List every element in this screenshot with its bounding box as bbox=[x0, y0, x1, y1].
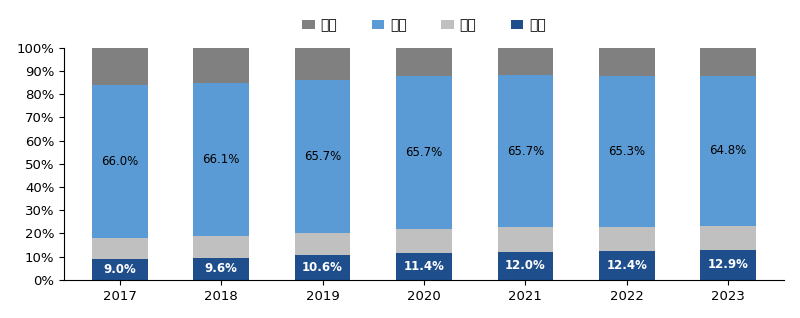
Bar bbox=[700, 48, 756, 76]
Bar bbox=[498, 75, 554, 227]
Bar bbox=[599, 251, 654, 280]
Text: 66.0%: 66.0% bbox=[101, 155, 138, 168]
Bar bbox=[700, 226, 756, 250]
Bar bbox=[599, 76, 654, 227]
Bar bbox=[92, 85, 148, 238]
Bar bbox=[194, 82, 249, 236]
Bar bbox=[194, 48, 249, 82]
Bar bbox=[92, 48, 148, 85]
Text: 65.7%: 65.7% bbox=[506, 145, 544, 158]
Bar bbox=[599, 227, 654, 251]
Bar bbox=[498, 252, 554, 280]
Bar bbox=[294, 80, 350, 233]
Bar bbox=[396, 48, 452, 76]
Bar bbox=[194, 258, 249, 280]
Text: 64.8%: 64.8% bbox=[710, 144, 747, 157]
Text: 9.6%: 9.6% bbox=[205, 262, 238, 275]
Text: 12.9%: 12.9% bbox=[708, 258, 749, 271]
Bar bbox=[92, 238, 148, 259]
Bar bbox=[599, 48, 654, 76]
Bar bbox=[498, 48, 554, 75]
Text: 12.4%: 12.4% bbox=[606, 259, 647, 272]
Bar bbox=[700, 76, 756, 226]
Text: 12.0%: 12.0% bbox=[505, 259, 546, 273]
Bar bbox=[294, 255, 350, 280]
Bar bbox=[396, 229, 452, 253]
Bar bbox=[396, 76, 452, 229]
Bar bbox=[92, 259, 148, 280]
Bar bbox=[294, 233, 350, 255]
Text: 66.1%: 66.1% bbox=[202, 153, 240, 166]
Legend: 其他, 台湾, 韩国, 大陆: 其他, 台湾, 韩国, 大陆 bbox=[297, 13, 551, 38]
Bar bbox=[396, 253, 452, 280]
Bar bbox=[498, 227, 554, 252]
Text: 9.0%: 9.0% bbox=[103, 263, 136, 276]
Bar bbox=[294, 48, 350, 80]
Text: 65.7%: 65.7% bbox=[304, 150, 342, 163]
Bar bbox=[194, 236, 249, 258]
Bar bbox=[700, 250, 756, 280]
Text: 10.6%: 10.6% bbox=[302, 261, 343, 274]
Text: 11.4%: 11.4% bbox=[403, 260, 445, 273]
Text: 65.3%: 65.3% bbox=[608, 145, 646, 158]
Text: 65.7%: 65.7% bbox=[406, 146, 442, 159]
